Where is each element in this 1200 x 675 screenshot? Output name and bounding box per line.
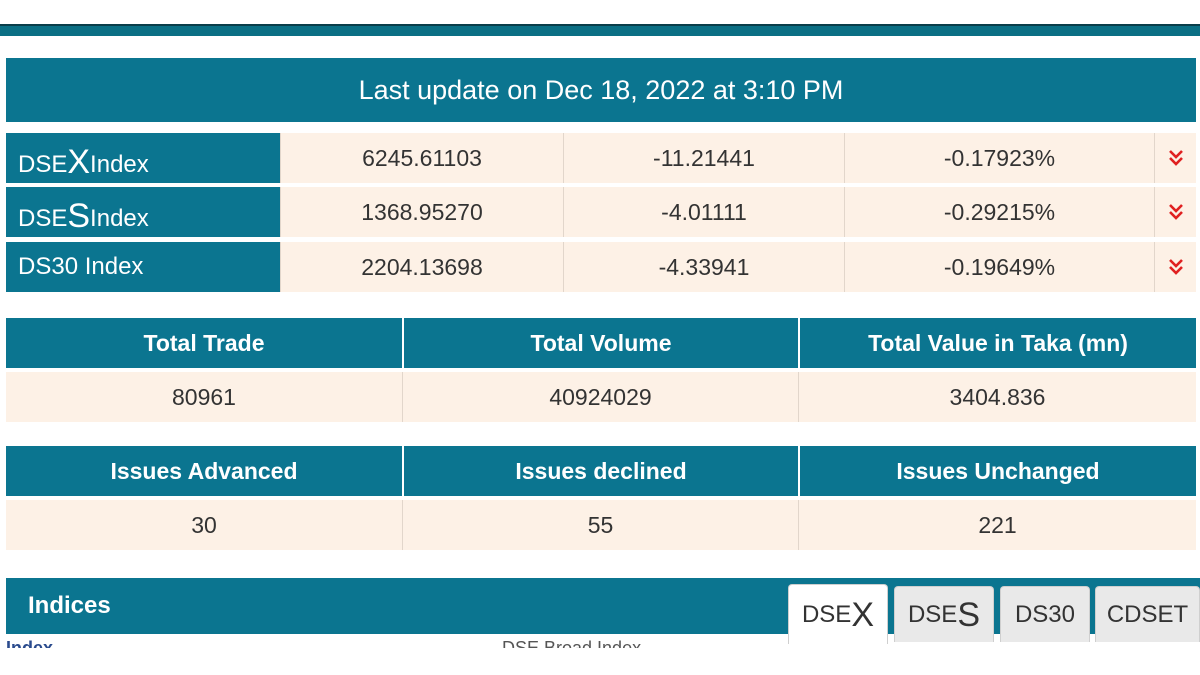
index-row-ds30: DS30 Index 2204.13698 -4.33941 -0.19649% xyxy=(6,242,1196,292)
index-name[interactable]: DSE X Index xyxy=(6,133,280,183)
index-percent: -0.17923% xyxy=(844,133,1154,183)
indices-section-title: Indices xyxy=(6,578,786,634)
total-value-header: Total Value in Taka (mn) xyxy=(798,318,1196,368)
issues-advanced-value: 30 xyxy=(6,500,402,550)
issues-declined-header: Issues declined xyxy=(402,446,798,496)
double-chevron-down-icon xyxy=(1154,187,1196,237)
issues-declined-value: 55 xyxy=(402,500,798,550)
index-percent: -0.19649% xyxy=(844,242,1154,292)
top-strip xyxy=(0,0,1200,24)
index-value: 2204.13698 xyxy=(280,242,563,292)
last-update-banner: Last update on Dec 18, 2022 at 3:10 PM xyxy=(6,58,1196,122)
index-change: -4.33941 xyxy=(563,242,844,292)
issues-unchanged-value: 221 xyxy=(798,500,1196,550)
sub-header-index-name: DSE Broad Index xyxy=(502,638,642,648)
index-change: -4.01111 xyxy=(563,187,844,237)
tab-ds30[interactable]: DS30 xyxy=(1000,586,1090,642)
index-name[interactable]: DS30 Index xyxy=(6,242,280,292)
issues-advanced-header: Issues Advanced xyxy=(6,446,402,496)
sub-header-index-label: Index xyxy=(6,638,54,648)
total-volume-value: 40924029 xyxy=(402,372,798,422)
double-chevron-down-icon xyxy=(1154,242,1196,292)
index-value: 1368.95270 xyxy=(280,187,563,237)
issues-unchanged-header: Issues Unchanged xyxy=(798,446,1196,496)
total-volume-header: Total Volume xyxy=(402,318,798,368)
index-change: -11.21441 xyxy=(563,133,844,183)
index-row-dsex: DSE X Index 6245.61103 -11.21441 -0.17923… xyxy=(6,133,1196,183)
tab-dsex[interactable]: DSE X xyxy=(788,584,888,644)
totals-table: Total Trade Total Volume Total Value in … xyxy=(6,318,1196,422)
tab-dses[interactable]: DSE S xyxy=(894,586,994,642)
tab-cdset[interactable]: CDSET xyxy=(1095,586,1200,642)
total-value-value: 3404.836 xyxy=(798,372,1196,422)
total-trade-header: Total Trade xyxy=(6,318,402,368)
issues-table: Issues Advanced Issues declined Issues U… xyxy=(6,446,1196,550)
index-value: 6245.61103 xyxy=(280,133,563,183)
index-name[interactable]: DSE S Index xyxy=(6,187,280,237)
index-percent: -0.29215% xyxy=(844,187,1154,237)
indices-sub-header: Index DSE Broad Index xyxy=(6,634,786,648)
top-accent-bar xyxy=(0,24,1200,36)
double-chevron-down-icon xyxy=(1154,133,1196,183)
total-trade-value: 80961 xyxy=(6,372,402,422)
index-row-dses: DSE S Index 1368.95270 -4.01111 -0.29215% xyxy=(6,187,1196,237)
page-bottom xyxy=(0,648,1200,675)
